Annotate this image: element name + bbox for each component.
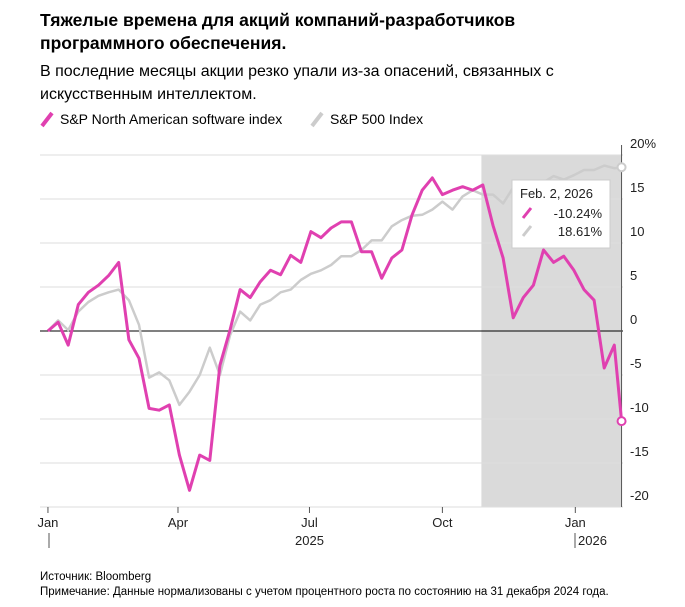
y-tick-label: -15 (630, 444, 649, 459)
y-tick-label: 15 (630, 180, 644, 195)
legend-label: S&P North American software index (60, 111, 282, 127)
x-tick-label: Apr (168, 515, 189, 530)
x-tick-label: Jul (301, 515, 318, 530)
y-tick-label: -10 (630, 400, 649, 415)
x-tick-label: Jan (37, 515, 58, 530)
subtitle-line: В последние месяцы акции резко упали из-… (40, 63, 554, 80)
tooltip-value: -10.24% (554, 206, 603, 221)
source: Источник: Bloomberg (40, 571, 151, 583)
y-tick-label: 5 (630, 268, 637, 283)
legend-swatch (40, 111, 54, 128)
tooltip-value: 18.61% (558, 224, 603, 239)
tooltip-swatch (521, 225, 533, 237)
y-tick-label: -5 (630, 356, 642, 371)
y-tick-label: 10 (630, 224, 644, 239)
x-tick-label: Jan (565, 515, 586, 530)
tooltip-swatch (521, 207, 533, 219)
title-line: программного обеспечения. (40, 33, 286, 53)
y-tick-label: 20% (630, 136, 656, 151)
x-tick-label: Oct (432, 515, 453, 530)
note: Примечание: Данные нормализованы с учето… (40, 586, 609, 598)
series-line (46, 176, 624, 492)
y-tick-label: -20 (630, 488, 649, 503)
tooltip-box (511, 179, 611, 249)
end-point (616, 162, 627, 173)
y-tick-label: 0 (630, 312, 637, 327)
year-label: 2026 (578, 533, 607, 548)
title-line: Тяжелые времена для акций компаний-разра… (40, 10, 515, 30)
tooltip-date: Feb. 2, 2026 (520, 186, 593, 201)
subtitle-line: искусственным интеллектом. (40, 86, 257, 103)
end-point (616, 416, 627, 427)
legend-swatch (310, 111, 324, 128)
year-label: 2025 (295, 533, 324, 548)
legend-label: S&P 500 Index (330, 111, 423, 127)
